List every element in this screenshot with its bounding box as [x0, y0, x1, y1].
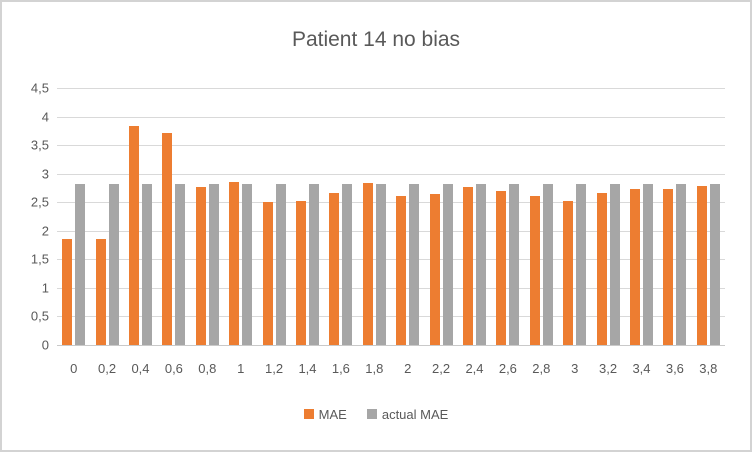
bar-mae-2,8 — [529, 195, 540, 345]
bar-actual-mae-0,6 — [175, 183, 186, 345]
x-tick-label: 2,8 — [532, 361, 551, 376]
gridline — [57, 287, 725, 289]
x-tick-label: 1,8 — [365, 361, 384, 376]
bar-actual-mae-3,6 — [676, 183, 687, 345]
gridline — [57, 173, 725, 175]
legend-swatch-icon — [366, 409, 377, 419]
legend-item-mae: MAE — [303, 406, 347, 422]
plot-area — [57, 88, 725, 346]
bar-actual-mae-3,8 — [709, 183, 720, 345]
x-tick-label: 3,4 — [632, 361, 651, 376]
bar-actual-mae-2,6 — [509, 183, 520, 345]
bar-actual-mae-1,2 — [275, 183, 286, 345]
gridline — [57, 116, 725, 118]
bar-mae-0,2 — [95, 239, 106, 345]
bar-mae-1,4 — [296, 201, 306, 345]
x-tick-label: 3,2 — [599, 361, 618, 376]
y-tick-label: 0 — [41, 337, 49, 353]
bar-actual-mae-1 — [242, 183, 253, 345]
y-tick-label: 1,5 — [30, 251, 49, 267]
x-tick-label: 0 — [70, 361, 78, 376]
y-tick-label: 1 — [41, 280, 49, 296]
bar-actual-mae-3 — [576, 183, 587, 345]
y-tick-label: 0,5 — [30, 308, 49, 324]
bar-mae-0 — [62, 238, 73, 345]
legend-label: actual MAE — [381, 406, 449, 422]
bar-mae-0,4 — [129, 126, 139, 345]
bar-actual-mae-2,4 — [476, 183, 486, 345]
gridline — [57, 88, 725, 89]
x-tick-label: 0,4 — [131, 361, 150, 376]
bar-mae-0,6 — [162, 132, 173, 345]
x-tick-label: 3 — [571, 361, 579, 376]
bar-actual-mae-1,8 — [375, 183, 386, 345]
x-tick-label: 2,4 — [465, 361, 484, 376]
legend-item-actual-mae: actual MAE — [366, 406, 449, 422]
x-tick-label: 2,2 — [432, 361, 451, 376]
bar-mae-2 — [396, 195, 407, 345]
y-tick-label: 2,5 — [30, 194, 49, 210]
x-tick-label: 0,8 — [198, 361, 217, 376]
bar-actual-mae-0 — [75, 183, 86, 345]
x-tick-label: 1,4 — [298, 361, 317, 376]
bar-actual-mae-0,4 — [142, 183, 152, 345]
bar-mae-3,6 — [663, 188, 674, 345]
bar-mae-2,2 — [429, 193, 440, 345]
x-tick-label: 3,6 — [665, 361, 684, 376]
x-tick-label: 1,6 — [331, 361, 350, 376]
bar-actual-mae-2,2 — [442, 183, 453, 345]
y-tick-label: 2 — [41, 223, 49, 239]
y-axis: 0 0,5 1 1,5 2 2,5 3 3,5 4 4,5 — [2, 81, 49, 353]
y-tick-label: 4 — [41, 109, 49, 125]
bar-actual-mae-1,6 — [342, 183, 353, 345]
x-tick-label: 2,6 — [498, 361, 517, 376]
bar-actual-mae-3,4 — [643, 183, 653, 345]
bar-actual-mae-0,2 — [108, 183, 119, 345]
bar-actual-mae-0,8 — [208, 183, 219, 345]
x-tick-label: 1 — [237, 361, 245, 376]
bar-mae-3,2 — [596, 193, 607, 345]
x-tick-label: 2 — [404, 361, 412, 376]
x-tick-label: 0,2 — [98, 361, 117, 376]
legend-label: MAE — [318, 406, 347, 422]
bar-mae-2,4 — [463, 187, 473, 345]
bar-actual-mae-2 — [409, 183, 420, 345]
y-tick-label: 3,5 — [30, 137, 49, 153]
gridline — [57, 145, 725, 147]
gridline — [57, 316, 725, 318]
x-tick-label: 1,2 — [265, 361, 284, 376]
x-tick-label: 0,6 — [164, 361, 183, 376]
bar-actual-mae-3,2 — [609, 183, 620, 345]
chart-title: Patient 14 no bias — [291, 28, 461, 51]
bar-mae-3,4 — [630, 189, 640, 345]
y-tick-label: 4,5 — [30, 80, 49, 96]
gridline — [57, 202, 725, 204]
legend: MAE actual MAE — [2, 404, 750, 424]
bar-actual-mae-1,4 — [309, 183, 319, 345]
bar-mae-3 — [563, 200, 574, 345]
y-tick-label: 3 — [41, 166, 49, 182]
x-axis: 0 0,2 0,4 0,6 0,8 1 1,2 1,4 1,6 1,8 2 2,2 2,4 2,6 2,8 3… — [57, 361, 725, 379]
bar-mae-1,8 — [362, 183, 373, 345]
bar-mae-2,6 — [496, 190, 507, 345]
bar-mae-1 — [229, 182, 240, 345]
bar-mae-1,2 — [262, 202, 273, 345]
legend-swatch-icon — [303, 409, 314, 419]
gridline — [57, 230, 725, 232]
bar-mae-3,8 — [696, 186, 707, 345]
bar-actual-mae-2,8 — [542, 183, 553, 345]
x-tick-label: 3,8 — [699, 361, 718, 376]
bar-mae-1,6 — [329, 193, 340, 345]
bar-mae-0,8 — [195, 186, 206, 345]
gridline — [57, 259, 725, 261]
